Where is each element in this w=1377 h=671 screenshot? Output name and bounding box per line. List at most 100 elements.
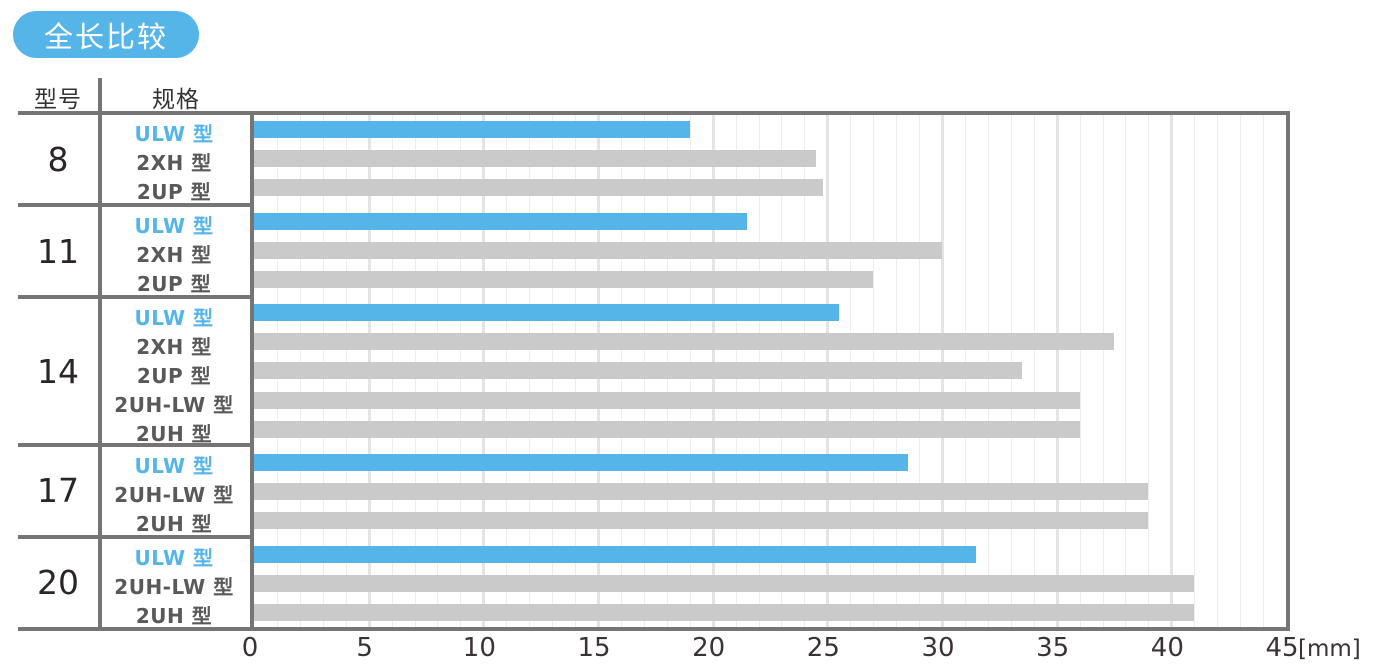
- model-spec-table: 8 ULW 型 2XH 型 2UP 型 11 ULW 型 2XH 型 2UP 型 14 ULW 型…: [18, 111, 250, 631]
- bar-row: [254, 173, 1286, 202]
- bar-group-17: [254, 448, 1286, 540]
- bar: [254, 483, 1149, 501]
- model-number: 14: [37, 351, 79, 391]
- bar-group-8: [254, 115, 1286, 207]
- model-group-11: 11 ULW 型 2XH 型 2UP 型: [18, 207, 250, 300]
- spec-label: ULW 型: [134, 545, 214, 570]
- bar: [254, 545, 977, 563]
- spec-label: 2UH-LW 型: [114, 393, 234, 418]
- bar: [254, 121, 690, 139]
- bar-group-20: [254, 539, 1286, 627]
- bar-row: [254, 327, 1286, 356]
- spec-label: ULW 型: [134, 122, 214, 146]
- major-gridline: [1055, 115, 1059, 627]
- bar: [254, 212, 748, 230]
- spec-label: 2UH-LW 型: [114, 574, 234, 599]
- model-number: 11: [37, 231, 79, 271]
- bar-row: [254, 207, 1286, 236]
- x-tick-label: 20: [692, 633, 726, 663]
- bar-row: [254, 415, 1286, 444]
- x-tick-label: 5: [356, 633, 373, 663]
- minor-gridline: [1217, 115, 1219, 627]
- bar-row: [254, 386, 1286, 415]
- bar-row: [254, 236, 1286, 265]
- bar-group-11: [254, 207, 1286, 299]
- bar-row: [254, 506, 1286, 535]
- spec-label: 2XH 型: [136, 243, 212, 268]
- bar: [254, 420, 1080, 438]
- bar: [254, 241, 942, 259]
- spec-labels: ULW 型 2UH-LW 型 2UH 型: [98, 539, 250, 628]
- bar: [254, 304, 839, 322]
- bar-row: [254, 569, 1286, 598]
- bar-row: [254, 265, 1286, 294]
- x-tick-label: 45: [1265, 633, 1299, 663]
- spec-label: ULW 型: [134, 214, 214, 239]
- x-tick-label: 0: [241, 633, 259, 663]
- x-axis-unit-label: [mm]: [1298, 636, 1361, 662]
- minor-gridline: [1033, 115, 1035, 627]
- spec-label: ULW 型: [134, 453, 214, 478]
- spec-labels: ULW 型 2UH-LW 型 2UH 型: [98, 447, 250, 536]
- bar: [254, 574, 1195, 592]
- x-tick-label: 35: [1036, 633, 1070, 663]
- x-tick-label: 10: [462, 633, 496, 663]
- bar-row: [254, 477, 1286, 506]
- plot-area: [250, 111, 1290, 631]
- bar-row: [254, 356, 1286, 385]
- bar-row: [254, 144, 1286, 173]
- minor-gridline: [1194, 115, 1196, 627]
- minor-gridline: [1263, 115, 1265, 627]
- x-tick-label: 15: [577, 633, 611, 663]
- x-tick-label: 25: [806, 633, 840, 663]
- x-axis: 0 5 10 15 20 25 30 35 40 45: [242, 633, 1299, 667]
- model-group-17: 17 ULW 型 2UH-LW 型 2UH 型: [18, 447, 250, 539]
- bar: [254, 512, 1149, 530]
- bar-row: [254, 298, 1286, 327]
- minor-gridline: [1125, 115, 1127, 627]
- spec-label: ULW 型: [134, 306, 214, 331]
- bar-group-14: [254, 298, 1286, 448]
- bar-row: [254, 115, 1286, 144]
- table-column-divider: [98, 78, 102, 631]
- minor-gridline: [1102, 115, 1104, 627]
- spec-label: 2XH 型: [136, 151, 212, 175]
- col-header-spec: 规格: [152, 87, 200, 113]
- chart-title: 全长比较: [44, 19, 169, 54]
- col-header-model: 型号: [34, 87, 82, 113]
- bar: [254, 362, 1023, 380]
- spec-label: 2UH 型: [135, 422, 213, 447]
- spec-label: 2UH 型: [135, 603, 213, 628]
- minor-gridline: [1240, 115, 1242, 627]
- spec-label: 2UP 型: [136, 364, 212, 389]
- model-group-8: 8 ULW 型 2XH 型 2UP 型: [18, 115, 250, 208]
- spec-labels: ULW 型 2XH 型 2UP 型 2UH-LW 型 2UH 型: [98, 299, 250, 446]
- bar: [254, 603, 1195, 621]
- model-number: 20: [37, 563, 79, 603]
- x-tick-label: 30: [921, 633, 955, 663]
- model-number: 8: [47, 139, 69, 179]
- spec-labels: ULW 型 2XH 型 2UP 型: [98, 207, 250, 297]
- bar-row: [254, 539, 1286, 568]
- bar: [254, 391, 1080, 409]
- spec-label: 2UP 型: [136, 180, 212, 204]
- bar: [254, 179, 823, 197]
- model-number: 17: [37, 471, 79, 511]
- major-gridline: [1170, 115, 1174, 627]
- minor-gridline: [1079, 115, 1081, 627]
- bar: [254, 454, 908, 472]
- bar: [254, 333, 1114, 351]
- bar-row: [254, 598, 1286, 627]
- spec-label: 2UH-LW 型: [114, 482, 234, 507]
- bars-layer: [254, 115, 1286, 627]
- spec-label: 2XH 型: [136, 335, 212, 360]
- x-tick-label: 40: [1150, 633, 1184, 663]
- bar-row: [254, 448, 1286, 477]
- spec-labels: ULW 型 2XH 型 2UP 型: [98, 115, 250, 204]
- spec-label: 2UP 型: [136, 272, 212, 297]
- model-group-20: 20 ULW 型 2UH-LW 型 2UH 型: [18, 539, 250, 628]
- bar: [254, 270, 874, 288]
- chart-title-badge: 全长比较: [13, 11, 200, 58]
- model-group-14: 14 ULW 型 2XH 型 2UP 型 2UH-LW 型 2UH 型: [18, 299, 250, 447]
